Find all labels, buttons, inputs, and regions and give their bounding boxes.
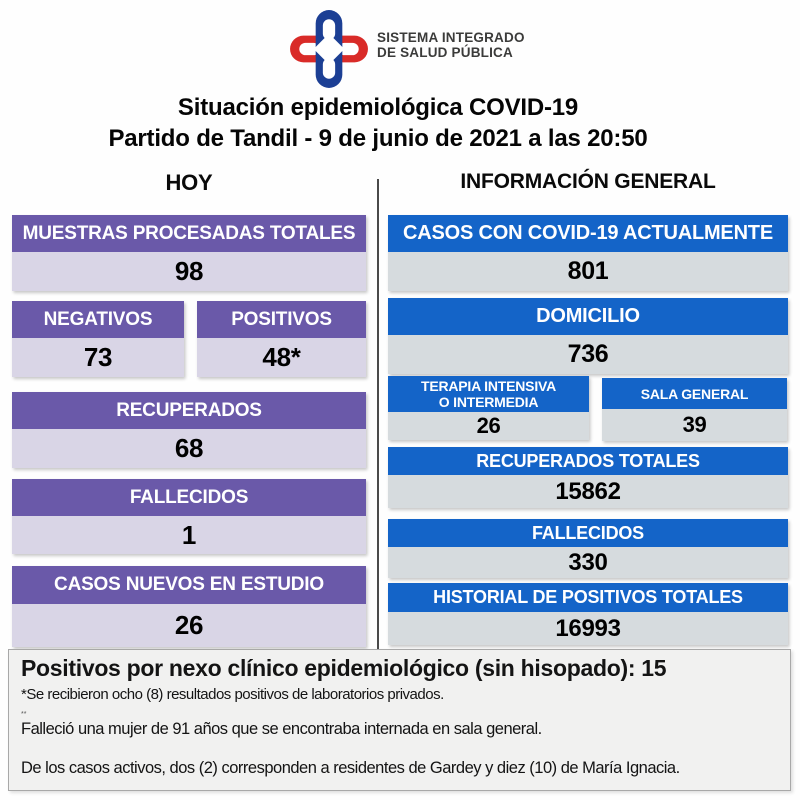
- stat-label-line2: O INTERMEDIA: [438, 394, 539, 410]
- stat-label: SALA GENERAL: [602, 378, 787, 409]
- stat-recuperados-totales: RECUPERADOS TOTALES 15862: [388, 447, 788, 508]
- title-line2: Partido de Tandil - 9 de junio de 2021 a…: [108, 125, 648, 152]
- stat-fallecidos-totales: FALLECIDOS 330: [388, 519, 788, 578]
- logo-text: SISTEMA INTEGRADO DE SALUD PÚBLICA: [377, 30, 525, 60]
- stat-value: 39: [602, 409, 787, 441]
- stat-label-line1: TERAPIA INTENSIVA: [420, 378, 557, 394]
- column-header-general: INFORMACIÓN GENERAL: [460, 170, 716, 193]
- logo: SISTEMA INTEGRADO DE SALUD PÚBLICA: [287, 8, 525, 90]
- stat-value: 15862: [388, 475, 788, 508]
- stat-sala-general: SALA GENERAL 39: [602, 378, 787, 441]
- health-cross-chain-icon: [290, 10, 368, 88]
- stat-value: 1: [12, 516, 366, 554]
- footnote-mark: **: [21, 711, 27, 718]
- note-laboratorios-privados: *Se recibieron ocho (8) resultados posit…: [21, 686, 444, 703]
- stat-positivos: POSITIVOS 48*: [197, 301, 366, 377]
- stat-value: 801: [388, 252, 788, 291]
- column-divider: [377, 179, 379, 651]
- stat-domicilio: DOMICILIO 736: [388, 298, 788, 374]
- stat-label: NEGATIVOS: [12, 301, 184, 338]
- stat-label: TERAPIA INTENSIVA O INTERMEDIA: [388, 376, 589, 412]
- stat-value: 26: [388, 412, 589, 440]
- note-fallecimiento: Falleció una mujer de 91 años que se enc…: [21, 720, 542, 738]
- stat-label: CASOS CON COVID-19 ACTUALMENTE: [388, 215, 788, 252]
- stat-muestras-procesadas: MUESTRAS PROCESADAS TOTALES 98: [12, 215, 366, 291]
- stat-value: 736: [388, 335, 788, 374]
- title-line1: Situación epidemiológica COVID-19: [177, 94, 579, 121]
- stat-label: HISTORIAL DE POSITIVOS TOTALES: [388, 583, 788, 612]
- logo-text-line1: SISTEMA INTEGRADO: [377, 30, 525, 45]
- stat-label: POSITIVOS: [197, 301, 366, 338]
- stat-value: 98: [12, 252, 366, 291]
- page-title: Situación epidemiológica COVID-19 Partid…: [0, 92, 756, 154]
- stat-casos-nuevos-en-estudio: CASOS NUEVOS EN ESTUDIO 26: [12, 566, 366, 647]
- stat-label: RECUPERADOS TOTALES: [388, 447, 788, 475]
- logo-text-line2: DE SALUD PÚBLICA: [377, 45, 513, 60]
- stat-value: 16993: [388, 612, 788, 645]
- notes-panel: Positivos por nexo clínico epidemiológic…: [8, 649, 791, 791]
- stat-label: FALLECIDOS: [12, 479, 366, 516]
- column-header-today: HOY: [165, 170, 213, 195]
- stat-value: 26: [12, 604, 366, 647]
- stat-value: 68: [12, 429, 366, 468]
- stat-historial-positivos-totales: HISTORIAL DE POSITIVOS TOTALES 16993: [388, 583, 788, 645]
- stat-value: 73: [12, 338, 184, 377]
- stat-label: FALLECIDOS: [388, 519, 788, 547]
- stat-recuperados: RECUPERADOS 68: [12, 392, 366, 468]
- stat-value: 330: [388, 547, 788, 578]
- stat-casos-covid-actualmente: CASOS CON COVID-19 ACTUALMENTE 801: [388, 215, 788, 291]
- note-casos-activos-localidades: De los casos activos, dos (2) correspond…: [21, 759, 680, 777]
- stat-negativos: NEGATIVOS 73: [12, 301, 184, 377]
- stat-value: 48*: [197, 338, 366, 377]
- stat-label: RECUPERADOS: [12, 392, 366, 429]
- stat-terapia-intensiva: TERAPIA INTENSIVA O INTERMEDIA 26: [388, 376, 589, 440]
- stat-label: DOMICILIO: [388, 298, 788, 335]
- stat-label: CASOS NUEVOS EN ESTUDIO: [12, 566, 366, 604]
- stat-fallecidos-hoy: FALLECIDOS 1: [12, 479, 366, 554]
- stat-label: MUESTRAS PROCESADAS TOTALES: [12, 215, 366, 252]
- nexo-clinico-headline: Positivos por nexo clínico epidemiológic…: [21, 655, 667, 681]
